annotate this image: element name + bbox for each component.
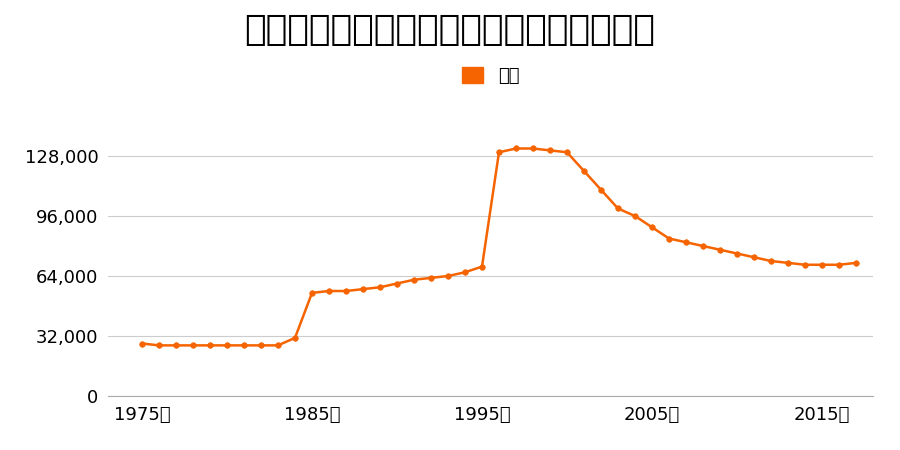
Legend: 価格: 価格 bbox=[454, 59, 526, 92]
Text: 長崎県長崎市東琴平町７４番５の地価推移: 長崎県長崎市東琴平町７４番５の地価推移 bbox=[245, 14, 655, 48]
